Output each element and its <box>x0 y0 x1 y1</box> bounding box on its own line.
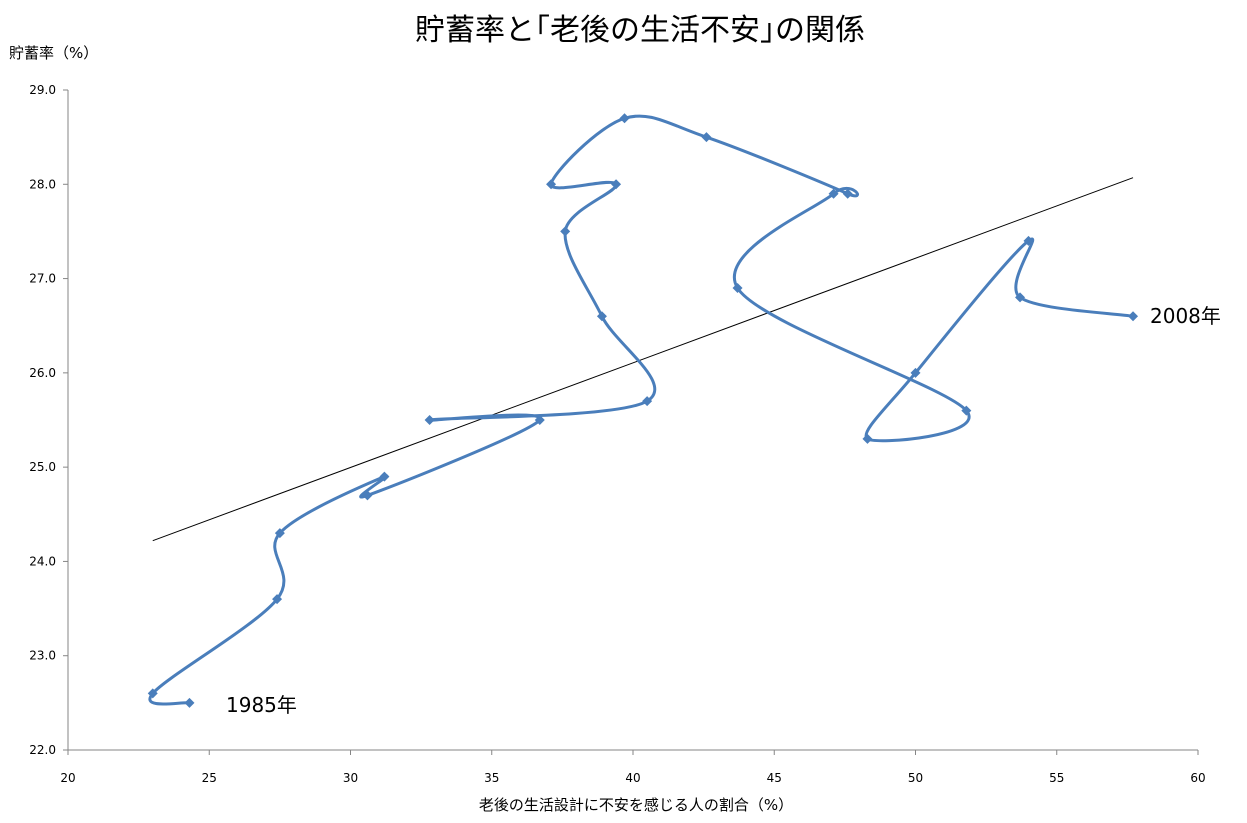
y-axis-label: 貯蓄率（%） <box>9 44 98 62</box>
data-point <box>862 433 873 444</box>
data-point <box>560 226 571 237</box>
data-point <box>379 471 390 482</box>
data-point <box>534 415 545 425</box>
data-point <box>910 367 921 378</box>
data-point <box>961 405 972 416</box>
y-tick-label: 28.0 <box>29 177 56 191</box>
data-point <box>842 188 853 199</box>
data-point <box>147 688 158 699</box>
y-ticks: 22.0 23.0 24.0 25.0 26.0 27.0 28.0 29.0 <box>29 83 68 757</box>
data-point <box>619 113 630 124</box>
x-tick-label: 25 <box>202 771 217 785</box>
y-tick-label: 29.0 <box>29 83 56 97</box>
annotation-end: 2008年 <box>1150 304 1221 328</box>
y-tick-label: 27.0 <box>29 272 56 286</box>
data-point <box>1015 292 1026 303</box>
chart-title: 貯蓄率と｢老後の生活不安｣の関係 <box>415 13 865 48</box>
data-point <box>184 697 195 708</box>
x-tick-label: 50 <box>908 771 923 785</box>
data-point <box>732 283 743 293</box>
data-point <box>611 179 622 190</box>
x-tick-label: 60 <box>1190 771 1205 785</box>
annotation-start: 1985年 <box>226 693 297 717</box>
data-point <box>596 311 607 322</box>
data-point <box>424 415 435 425</box>
series-line <box>148 114 1134 706</box>
x-tick-label: 20 <box>60 771 75 785</box>
y-tick-label: 25.0 <box>29 460 56 474</box>
data-point <box>546 179 557 190</box>
trendline <box>152 177 1134 542</box>
x-tick-label: 30 <box>343 771 358 785</box>
x-tick-label: 35 <box>484 771 499 785</box>
data-point <box>362 490 373 501</box>
data-markers <box>147 113 1139 708</box>
data-point <box>274 528 285 539</box>
x-axis-label: 老後の生活設計に不安を感じる人の割合（%） <box>479 796 793 814</box>
data-point <box>642 396 653 407</box>
y-tick-label: 26.0 <box>29 366 56 380</box>
data-point <box>1128 311 1139 322</box>
x-tick-label: 45 <box>767 771 782 785</box>
y-tick-label: 24.0 <box>29 554 56 568</box>
data-point <box>701 132 712 143</box>
data-point <box>1023 235 1034 246</box>
x-ticks: 20 25 30 35 40 45 50 55 60 <box>60 750 1206 785</box>
data-point <box>272 594 283 605</box>
x-tick-label: 55 <box>1049 771 1064 785</box>
y-tick-label: 22.0 <box>29 743 56 757</box>
y-tick-label: 23.0 <box>29 649 56 663</box>
x-tick-label: 40 <box>625 771 640 785</box>
data-point <box>828 188 839 199</box>
